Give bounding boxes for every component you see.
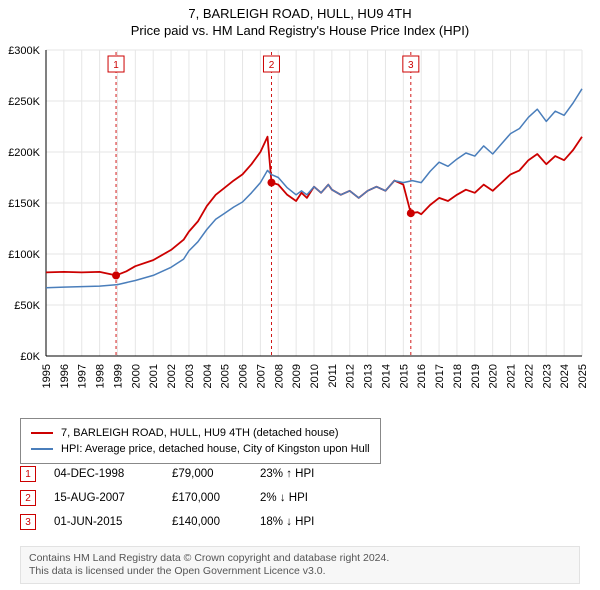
legend-row: 7, BARLEIGH ROAD, HULL, HU9 4TH (detache… xyxy=(31,425,370,441)
legend-swatch xyxy=(31,448,53,450)
svg-text:2003: 2003 xyxy=(184,364,196,388)
event-price: £79,000 xyxy=(172,468,242,480)
svg-text:2020: 2020 xyxy=(488,364,500,388)
event-row: 2 15-AUG-2007 £170,000 2% ↓ HPI xyxy=(20,486,360,510)
footer-line: Contains HM Land Registry data © Crown c… xyxy=(29,552,571,565)
svg-text:3: 3 xyxy=(408,60,414,71)
svg-text:2018: 2018 xyxy=(452,364,464,388)
svg-text:2007: 2007 xyxy=(255,364,267,388)
svg-text:1996: 1996 xyxy=(59,364,71,388)
footer-line: This data is licensed under the Open Gov… xyxy=(29,565,571,578)
svg-text:2011: 2011 xyxy=(327,364,339,388)
event-diff: 18% ↓ HPI xyxy=(260,516,360,528)
svg-text:2008: 2008 xyxy=(273,364,285,388)
svg-text:2023: 2023 xyxy=(541,364,553,388)
svg-text:1999: 1999 xyxy=(112,364,124,388)
svg-text:2: 2 xyxy=(269,60,275,71)
event-marker: 1 xyxy=(20,466,36,482)
svg-text:2022: 2022 xyxy=(523,364,535,388)
svg-text:2015: 2015 xyxy=(398,364,410,388)
event-row: 1 04-DEC-1998 £79,000 23% ↑ HPI xyxy=(20,462,360,486)
svg-text:£300K: £300K xyxy=(8,45,40,57)
svg-text:2009: 2009 xyxy=(291,364,303,388)
svg-text:£150K: £150K xyxy=(8,198,40,210)
event-date: 04-DEC-1998 xyxy=(54,468,154,480)
event-date: 15-AUG-2007 xyxy=(54,492,154,504)
event-table: 1 04-DEC-1998 £79,000 23% ↑ HPI 2 15-AUG-2007… xyxy=(20,462,360,534)
event-diff: 23% ↑ HPI xyxy=(260,468,360,480)
svg-text:2005: 2005 xyxy=(220,364,232,388)
svg-text:2017: 2017 xyxy=(434,364,446,388)
event-row: 3 01-JUN-2015 £140,000 18% ↓ HPI xyxy=(20,510,360,534)
event-diff: 2% ↓ HPI xyxy=(260,492,360,504)
svg-text:2021: 2021 xyxy=(506,364,518,388)
legend-row: HPI: Average price, detached house, City… xyxy=(31,441,370,457)
svg-text:£200K: £200K xyxy=(8,147,40,159)
svg-text:£250K: £250K xyxy=(8,96,40,108)
legend-swatch xyxy=(31,432,53,434)
svg-text:1997: 1997 xyxy=(77,364,89,388)
legend-label: 7, BARLEIGH ROAD, HULL, HU9 4TH (detache… xyxy=(61,425,339,441)
svg-text:2004: 2004 xyxy=(202,364,214,388)
event-price: £140,000 xyxy=(172,516,242,528)
svg-text:2025: 2025 xyxy=(577,364,589,388)
legend-label: HPI: Average price, detached house, City… xyxy=(61,441,370,457)
svg-text:2024: 2024 xyxy=(559,364,571,388)
svg-text:2014: 2014 xyxy=(380,364,392,388)
svg-text:2016: 2016 xyxy=(416,364,428,388)
svg-text:2006: 2006 xyxy=(238,364,250,388)
event-price: £170,000 xyxy=(172,492,242,504)
attribution-footer: Contains HM Land Registry data © Crown c… xyxy=(20,546,580,584)
svg-text:£0K: £0K xyxy=(20,351,40,363)
svg-text:2010: 2010 xyxy=(309,364,321,388)
svg-text:1: 1 xyxy=(113,60,119,71)
svg-text:2001: 2001 xyxy=(148,364,160,388)
svg-text:2002: 2002 xyxy=(166,364,178,388)
price-chart: £0K £50K £100K £150K £200K £250K £300K 1995 1996… xyxy=(0,0,590,412)
svg-text:2012: 2012 xyxy=(345,364,357,388)
svg-text:2000: 2000 xyxy=(130,364,142,388)
svg-text:2013: 2013 xyxy=(363,364,375,388)
event-date: 01-JUN-2015 xyxy=(54,516,154,528)
svg-text:1995: 1995 xyxy=(41,364,53,388)
chart-legend: 7, BARLEIGH ROAD, HULL, HU9 4TH (detache… xyxy=(20,418,381,464)
event-marker: 2 xyxy=(20,490,36,506)
svg-text:1998: 1998 xyxy=(95,364,107,388)
svg-text:2019: 2019 xyxy=(470,364,482,388)
event-marker: 3 xyxy=(20,514,36,530)
svg-text:£100K: £100K xyxy=(8,249,40,261)
svg-text:£50K: £50K xyxy=(14,300,40,312)
